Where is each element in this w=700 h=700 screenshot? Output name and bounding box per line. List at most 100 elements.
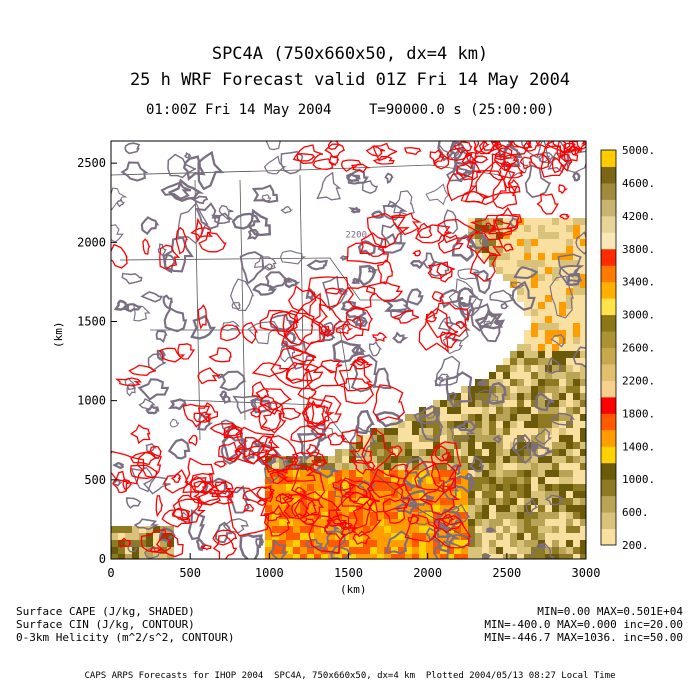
cin-contour bbox=[468, 455, 484, 473]
helicity-contour bbox=[184, 457, 215, 488]
cape-cell bbox=[370, 547, 377, 554]
cape-cell bbox=[286, 505, 293, 512]
cape-cell bbox=[468, 393, 475, 400]
cape-cell bbox=[531, 239, 538, 246]
cape-cell bbox=[412, 547, 419, 554]
cape-cell bbox=[405, 554, 412, 559]
cin-contour bbox=[231, 302, 241, 310]
cape-cell bbox=[419, 498, 426, 505]
cape-cell bbox=[293, 519, 300, 526]
cape-cell bbox=[489, 554, 496, 559]
cin-contour bbox=[442, 336, 464, 355]
cape-cell bbox=[524, 365, 531, 372]
helicity-contour bbox=[433, 514, 465, 534]
cin-contour bbox=[264, 271, 293, 290]
cape-cell bbox=[314, 526, 321, 533]
cape-cell bbox=[503, 442, 510, 449]
cape-cell bbox=[363, 477, 370, 484]
helicity-contour bbox=[256, 484, 275, 503]
cape-cell bbox=[580, 281, 586, 288]
cape-cell bbox=[272, 470, 279, 477]
cape-cell bbox=[545, 281, 552, 288]
cape-cell bbox=[482, 463, 489, 470]
cape-cell bbox=[447, 519, 454, 526]
cape-cell bbox=[335, 477, 342, 484]
cape-cell bbox=[573, 260, 580, 267]
cape-cell bbox=[580, 526, 586, 533]
cape-cell bbox=[552, 295, 559, 302]
cape-cell bbox=[531, 358, 538, 365]
cape-cell bbox=[531, 344, 538, 351]
helicity-contour bbox=[242, 503, 255, 512]
cape-cell bbox=[510, 421, 517, 428]
helicity-contour bbox=[437, 234, 464, 254]
cape-cell bbox=[475, 526, 482, 533]
cin-contour bbox=[521, 141, 544, 159]
cape-cell bbox=[503, 498, 510, 505]
colorbar-label: 3400. bbox=[622, 276, 655, 289]
cape-cell bbox=[531, 386, 538, 393]
cape-cell bbox=[566, 232, 573, 239]
cape-cell bbox=[538, 400, 545, 407]
cape-cell bbox=[468, 414, 475, 421]
helicity-contour bbox=[382, 498, 407, 524]
cape-cell bbox=[545, 540, 552, 547]
cape-cell bbox=[111, 554, 118, 559]
helicity-contour bbox=[193, 411, 210, 423]
helicity-contour bbox=[212, 529, 238, 546]
cape-cell bbox=[398, 526, 405, 533]
cape-cell bbox=[454, 547, 461, 554]
cape-cell bbox=[538, 239, 545, 246]
cape-cell bbox=[566, 302, 573, 309]
cape-cell bbox=[517, 351, 524, 358]
cin-contour bbox=[127, 542, 138, 553]
cape-cell bbox=[545, 232, 552, 239]
helicity-contour bbox=[177, 494, 201, 519]
cape-cell bbox=[363, 435, 370, 442]
cape-cell bbox=[433, 533, 440, 540]
cape-cell bbox=[342, 470, 349, 477]
helicity-contour bbox=[471, 155, 489, 164]
helicity-contour bbox=[344, 484, 369, 503]
cape-cell bbox=[559, 456, 566, 463]
cape-cell bbox=[552, 365, 559, 372]
cape-cell bbox=[510, 505, 517, 512]
contour-label: 2200 bbox=[345, 231, 367, 241]
cape-cell bbox=[447, 491, 454, 498]
cape-cell bbox=[139, 554, 146, 559]
cin-contour bbox=[473, 269, 492, 295]
cape-cell bbox=[272, 519, 279, 526]
helicity-contour bbox=[328, 153, 340, 166]
colorbar-swatch bbox=[601, 347, 616, 365]
cape-cell bbox=[517, 554, 524, 559]
cape-cell bbox=[468, 519, 475, 526]
cape-cell bbox=[559, 498, 566, 505]
cape-cell bbox=[545, 253, 552, 260]
cape-cell bbox=[412, 554, 419, 559]
cape-cell bbox=[447, 547, 454, 554]
cape-cell bbox=[496, 393, 503, 400]
cape-cell bbox=[447, 498, 454, 505]
helicity-contour bbox=[197, 402, 219, 422]
cape-cell bbox=[496, 260, 503, 267]
cape-cell bbox=[552, 274, 559, 281]
cape-cell bbox=[475, 232, 482, 239]
cape-cell bbox=[468, 456, 475, 463]
cape-cell bbox=[531, 421, 538, 428]
cape-cell bbox=[538, 316, 545, 323]
cape-cell bbox=[377, 463, 384, 470]
cape-cell bbox=[524, 449, 531, 456]
cape-cell bbox=[580, 274, 586, 281]
cape-cell bbox=[307, 547, 314, 554]
helicity-contour bbox=[148, 547, 163, 553]
cape-cell bbox=[370, 512, 377, 519]
cape-cell bbox=[545, 365, 552, 372]
cape-cell bbox=[489, 372, 496, 379]
cape-cell bbox=[580, 428, 586, 435]
colorbar-frame bbox=[600, 149, 617, 546]
cin-contour bbox=[355, 410, 375, 435]
cape-cell bbox=[279, 484, 286, 491]
helicity-contour bbox=[263, 453, 297, 474]
helicity-contour bbox=[520, 112, 544, 121]
cin-contour bbox=[221, 395, 232, 404]
